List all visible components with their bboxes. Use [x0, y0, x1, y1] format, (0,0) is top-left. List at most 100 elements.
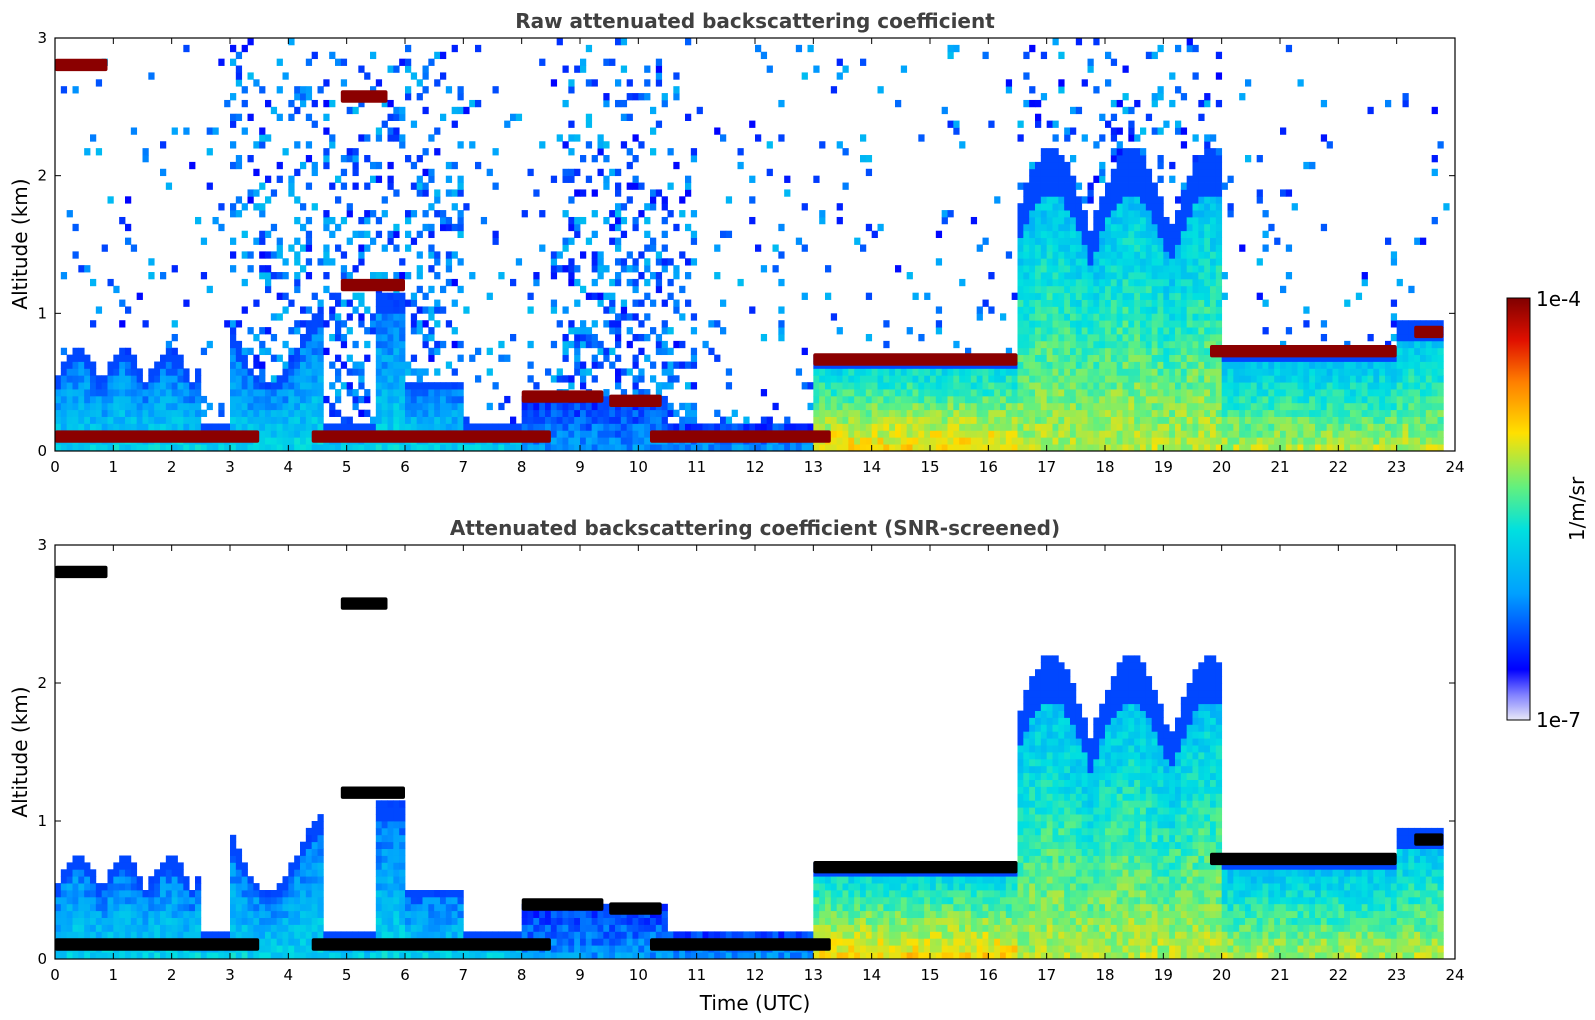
heat-cell: [1297, 79, 1304, 87]
heat-cell: [416, 402, 423, 411]
heat-cell: [1140, 375, 1147, 383]
heat-cell: [1070, 216, 1077, 225]
heat-cell: [405, 395, 412, 404]
heat-cell: [1064, 389, 1071, 397]
heat-cell: [1052, 354, 1059, 362]
heat-cell: [1075, 230, 1083, 239]
heat-cell: [1105, 79, 1112, 87]
heat-cell: [1198, 155, 1205, 163]
heat-cell: [941, 368, 948, 376]
heat-cell: [1087, 361, 1094, 369]
heat-cell: [533, 416, 540, 424]
heat-cell: [760, 389, 768, 397]
heat-cell: [95, 423, 103, 431]
heat-cell: [1128, 361, 1135, 369]
heat-cell: [247, 113, 254, 121]
heat-cell: [1140, 265, 1147, 273]
heat-cell: [550, 175, 558, 183]
heat-cell: [667, 210, 674, 218]
heat-cell: [603, 265, 610, 273]
heat-cell: [428, 333, 435, 342]
heat-cell: [1145, 265, 1153, 273]
heat-cell: [1198, 333, 1205, 342]
heat-cell: [1210, 444, 1217, 452]
heat-cell: [1186, 340, 1193, 349]
heat-cell: [970, 444, 978, 452]
heat-cell: [1309, 354, 1316, 362]
heat-cell: [1215, 251, 1223, 259]
heat-cell: [218, 402, 225, 411]
heat-cell: [1134, 361, 1141, 369]
heat-cell: [1420, 444, 1427, 452]
heat-cell: [1105, 265, 1112, 273]
heat-cell: [451, 340, 458, 349]
heat-cell: [119, 320, 126, 328]
heat-cell: [1128, 155, 1135, 163]
heat-cell: [1204, 333, 1211, 342]
heat-cell: [539, 402, 546, 411]
heat-cell: [813, 375, 820, 383]
heat-cell: [1157, 278, 1164, 287]
heat-cell: [597, 141, 604, 149]
heat-cell: [755, 244, 762, 252]
heat-cell: [1134, 354, 1141, 362]
heat-cell: [574, 134, 581, 142]
heat-cell: [550, 251, 558, 259]
heat-cell: [1075, 333, 1083, 342]
heat-cell: [1122, 278, 1129, 287]
heat-cell: [1256, 292, 1263, 300]
heat-cell: [1023, 244, 1030, 252]
heat-cell: [1175, 354, 1182, 362]
heat-cell: [1052, 327, 1059, 335]
heat-cell: [125, 416, 132, 424]
heat-cell: [1105, 51, 1112, 60]
heat-cell: [125, 444, 132, 452]
heat-cell: [311, 168, 318, 177]
heat-cell: [311, 395, 318, 404]
heat-cell: [533, 189, 540, 197]
heat-cell: [1180, 416, 1188, 424]
heat-cell: [1110, 395, 1118, 404]
heat-cell: [1315, 409, 1322, 417]
heat-cell: [1250, 423, 1258, 431]
heat-cell: [1326, 409, 1333, 417]
heat-cell: [539, 444, 546, 452]
heat-cell: [667, 368, 674, 376]
heat-cell: [655, 285, 663, 294]
heat-cell: [393, 306, 400, 314]
heat-cell: [381, 210, 388, 218]
heat-cell: [311, 120, 318, 128]
heat-cell: [1274, 361, 1281, 369]
heat-cell: [1122, 354, 1129, 362]
heat-cell: [1046, 189, 1053, 197]
heat-cell: [288, 244, 295, 252]
heat-cell: [848, 437, 855, 445]
heat-cell: [1326, 368, 1333, 376]
heat-cell: [463, 444, 470, 452]
heat-cell: [1122, 106, 1129, 115]
heat-cell: [1058, 168, 1065, 177]
heat-cell: [1385, 402, 1392, 411]
heat-cell: [1420, 368, 1427, 376]
heat-cell: [235, 382, 243, 390]
heat-cell: [189, 161, 196, 170]
heat-cell: [1105, 320, 1112, 328]
heat-cell: [615, 430, 622, 438]
heat-cell: [585, 120, 593, 128]
heat-cell: [1390, 375, 1398, 383]
heat-cell: [620, 313, 628, 321]
heat-cell: [1087, 444, 1094, 452]
heat-cell: [1145, 423, 1153, 431]
heat-cell: [1379, 416, 1386, 424]
heat-cell: [1070, 127, 1077, 135]
heat-cell: [638, 93, 645, 101]
heat-cell: [976, 437, 983, 445]
heat-cell: [358, 423, 365, 431]
heat-cell: [270, 313, 278, 321]
heat-cell: [78, 389, 85, 397]
heat-cell: [1011, 382, 1018, 390]
heat-cell: [848, 430, 855, 438]
heat-cell: [1151, 375, 1158, 383]
heat-cell: [1297, 430, 1304, 438]
heat-cell: [66, 444, 73, 452]
